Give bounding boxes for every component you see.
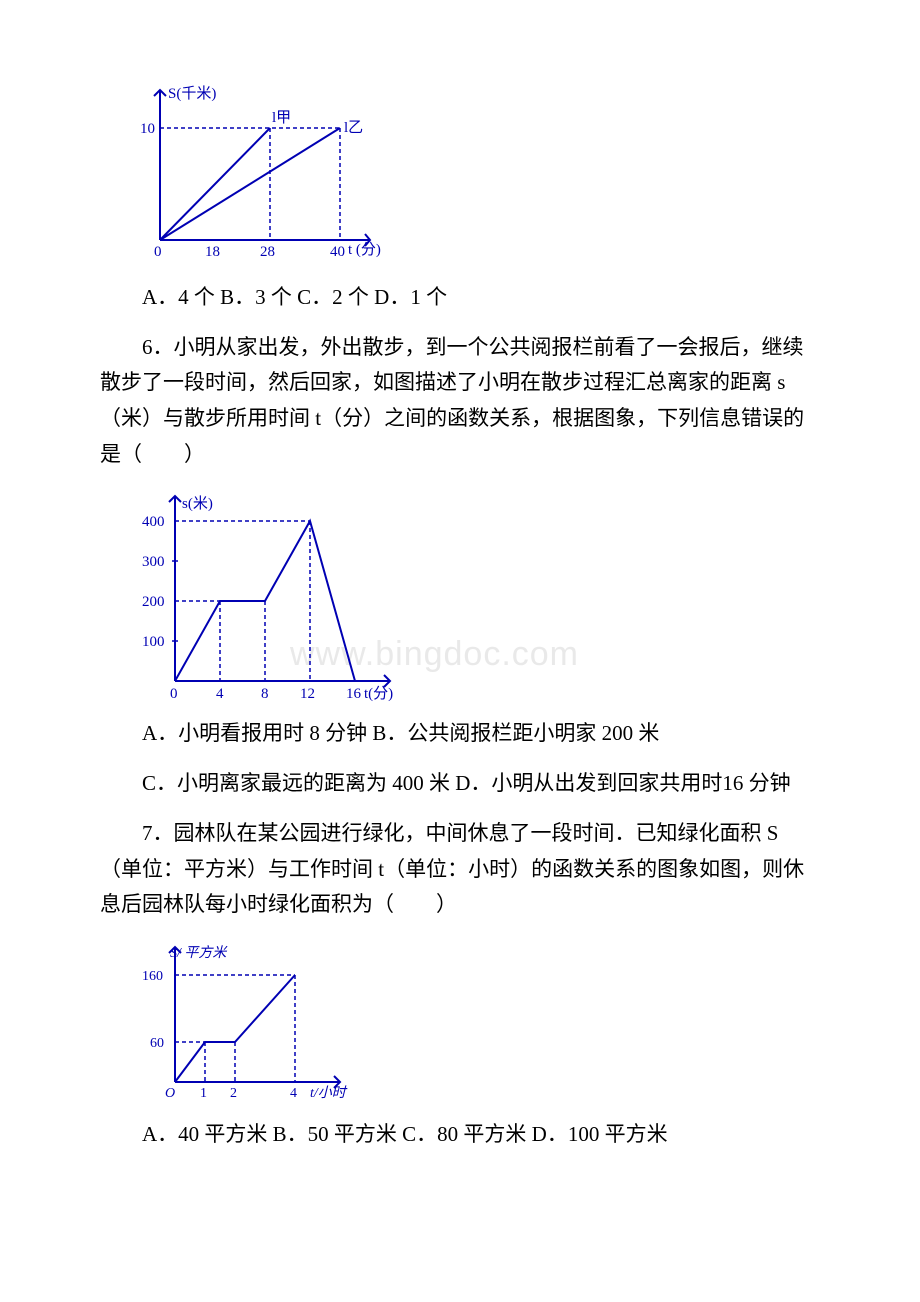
- chart-q5-xtick-18: 18: [205, 244, 220, 260]
- chart-q7-svg: S/ 平方米 t/小时 60 160 O 1 2 4: [120, 937, 360, 1107]
- chart-q6-xlabel: t(分): [364, 685, 393, 702]
- chart-q6-ylabel: s(米): [182, 495, 213, 512]
- chart-q5-xtick-40: 40: [330, 244, 345, 260]
- chart-q6-y100: 100: [142, 634, 165, 650]
- chart-q6-x0: 0: [170, 686, 178, 702]
- chart-q6-x4: 4: [216, 686, 224, 702]
- chart-q7-ylabel: S/ 平方米: [170, 945, 228, 961]
- chart-q7-x1: 1: [200, 1086, 207, 1101]
- chart-q5-ytick-10: 10: [140, 121, 155, 137]
- chart-q6-x12: 12: [300, 686, 315, 702]
- chart-q7: S/ 平方米 t/小时 60 160 O 1 2 4: [120, 937, 860, 1107]
- chart-q6-svg: s(米) t(分) 100 200 300 400 0 4 8 12 16: [120, 486, 410, 706]
- chart-q7-x2: 2: [230, 1086, 237, 1101]
- chart-q6-y300: 300: [142, 554, 165, 570]
- chart-q6-y200: 200: [142, 594, 165, 610]
- chart-q6-x8: 8: [261, 686, 269, 702]
- chart-q5-svg: S(千米) t (分) 10 0 18 28 40 l甲 l乙: [120, 80, 390, 270]
- chart-q7-y160: 160: [142, 969, 163, 984]
- q5-options: A．4 个 B．3 个 C．2 个 D．1 个: [100, 280, 820, 316]
- chart-q7-xlabel: t/小时: [310, 1085, 348, 1101]
- chart-q5-ylabel: S(千米): [168, 85, 216, 102]
- chart-q5-line-z: l甲: [272, 110, 291, 126]
- chart-q7-x4: 4: [290, 1086, 297, 1101]
- chart-q5-xtick-28: 28: [260, 244, 275, 260]
- chart-q6-y400: 400: [142, 514, 165, 530]
- chart-q5: S(千米) t (分) 10 0 18 28 40 l甲 l乙: [120, 80, 860, 270]
- q7-options: A．40 平方米 B．50 平方米 C．80 平方米 D．100 平方米: [100, 1117, 820, 1153]
- q6-text: 6．小明从家出发，外出散步，到一个公共阅报栏前看了一会报后，继续散步了一段时间，…: [100, 330, 820, 473]
- q7-text: 7．园林队在某公园进行绿化，中间休息了一段时间．已知绿化面积 S（单位：平方米）…: [100, 816, 820, 923]
- chart-q6: www.bingdoc.com s(米) t(分) 100: [120, 486, 860, 706]
- chart-q6-x16: 16: [346, 686, 362, 702]
- chart-q5-xlabel: t (分): [348, 241, 381, 258]
- chart-q7-y60: 60: [150, 1036, 164, 1051]
- q6-options-c: C．小明离家最远的距离为 400 米 D．小明从出发到回家共用时16 分钟: [100, 766, 820, 802]
- chart-q7-xO: O: [165, 1086, 175, 1101]
- q6-options-a: A．小明看报用时 8 分钟 B．公共阅报栏距小明家 200 米: [100, 716, 820, 752]
- chart-q5-line-jia: l乙: [344, 120, 363, 136]
- chart-q5-xtick-0: 0: [154, 244, 162, 260]
